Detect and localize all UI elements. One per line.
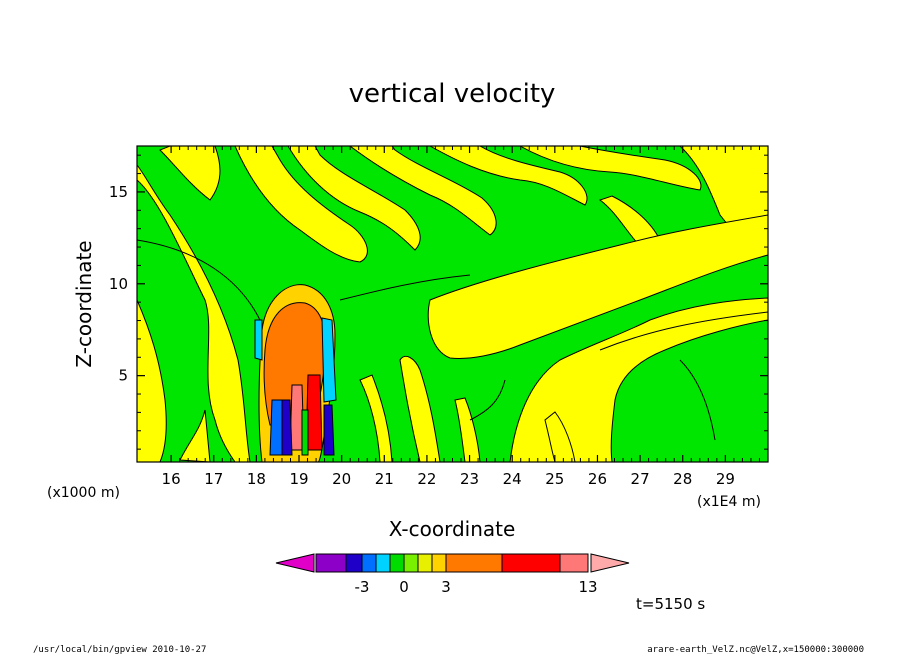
downdraft xyxy=(281,399,293,456)
x-tick-label: 24 xyxy=(503,470,522,488)
positive-band xyxy=(137,299,167,462)
y-axis-label: Z-coordinate xyxy=(72,240,96,367)
x-tick-label: 28 xyxy=(673,470,692,488)
colorbar xyxy=(275,553,630,573)
x-tick-label: 27 xyxy=(631,470,650,488)
contour-lines xyxy=(137,239,768,441)
colorbar-cell xyxy=(361,553,377,573)
x-tick-label: 17 xyxy=(204,470,223,488)
x-axis-label: X-coordinate xyxy=(389,517,516,541)
contour-line xyxy=(599,311,768,351)
x-tick-label: 25 xyxy=(545,470,564,488)
x-unit-right: (x1E4 m) xyxy=(697,494,761,510)
contour-field xyxy=(137,146,768,462)
x-tick-label: 18 xyxy=(247,470,266,488)
colorbar-cell xyxy=(501,553,561,573)
colorbar-cell xyxy=(345,553,363,573)
y-axis: 5 10 15 xyxy=(109,154,768,450)
colorbar-cell xyxy=(403,553,419,573)
positive-band xyxy=(518,146,702,191)
colorbar-label: 3 xyxy=(441,578,451,596)
x-tick-label: 23 xyxy=(460,470,479,488)
colorbar-cell xyxy=(445,553,503,573)
x-tick-label: 16 xyxy=(162,470,181,488)
positive-band xyxy=(287,146,421,251)
colorbar-cell xyxy=(375,553,391,573)
colorbar-label: -3 xyxy=(355,578,370,596)
x-tick-label: 20 xyxy=(332,470,351,488)
downdraft xyxy=(321,317,337,403)
positive-band xyxy=(399,355,441,462)
y-tick-label: 10 xyxy=(109,275,128,293)
colorbar-label: 0 xyxy=(399,578,409,596)
colorbar-labels: -3 0 3 13 xyxy=(355,578,598,596)
positive-band xyxy=(349,146,497,236)
downdraft xyxy=(323,404,335,456)
x-tick-label: 19 xyxy=(289,470,308,488)
positive-regions xyxy=(137,146,768,462)
x-unit-left: (x1000 m) xyxy=(47,485,120,501)
x-tick-label: 22 xyxy=(417,470,436,488)
downdraft xyxy=(254,319,263,361)
colorbar-cell xyxy=(315,553,347,573)
contour-line xyxy=(469,379,506,421)
footer-left: /usr/local/bin/gpview 2010-10-27 xyxy=(33,645,206,654)
positive-band xyxy=(509,297,768,462)
positive-band xyxy=(428,146,588,206)
contour-line xyxy=(137,239,261,321)
x-tick-label: 29 xyxy=(716,470,735,488)
colorbar-cell xyxy=(417,553,433,573)
positive-band xyxy=(234,146,368,263)
chart-title: vertical velocity xyxy=(349,79,556,109)
time-label: t=5150 s xyxy=(636,595,705,613)
positive-band xyxy=(544,411,576,462)
positive-band xyxy=(137,164,251,462)
x-axis: 16 17 18 19 20 21 22 23 24 25 26 27 28 29 xyxy=(162,146,760,488)
colorbar-cell xyxy=(431,553,447,573)
colorbar-cell xyxy=(559,553,589,573)
footer-right: arare-earth_VelZ.nc@VelZ,x=150000:300000 xyxy=(647,645,864,654)
contour-line xyxy=(679,359,716,441)
x-tick-label: 26 xyxy=(588,470,607,488)
downdraft xyxy=(301,409,309,456)
convective-cell xyxy=(254,284,337,462)
x-tick-label: 21 xyxy=(375,470,394,488)
positive-band xyxy=(159,146,221,201)
colorbar-min-arrow xyxy=(275,553,315,573)
positive-band xyxy=(427,214,768,359)
positive-band xyxy=(179,409,211,462)
y-tick-label: 15 xyxy=(109,183,128,201)
colorbar-max-arrow xyxy=(590,553,630,573)
positive-band xyxy=(359,374,393,462)
colorbar-label: 13 xyxy=(578,578,597,596)
colorbar-cell xyxy=(389,553,405,573)
y-tick-label: 5 xyxy=(118,367,128,385)
contour-line xyxy=(339,274,471,301)
